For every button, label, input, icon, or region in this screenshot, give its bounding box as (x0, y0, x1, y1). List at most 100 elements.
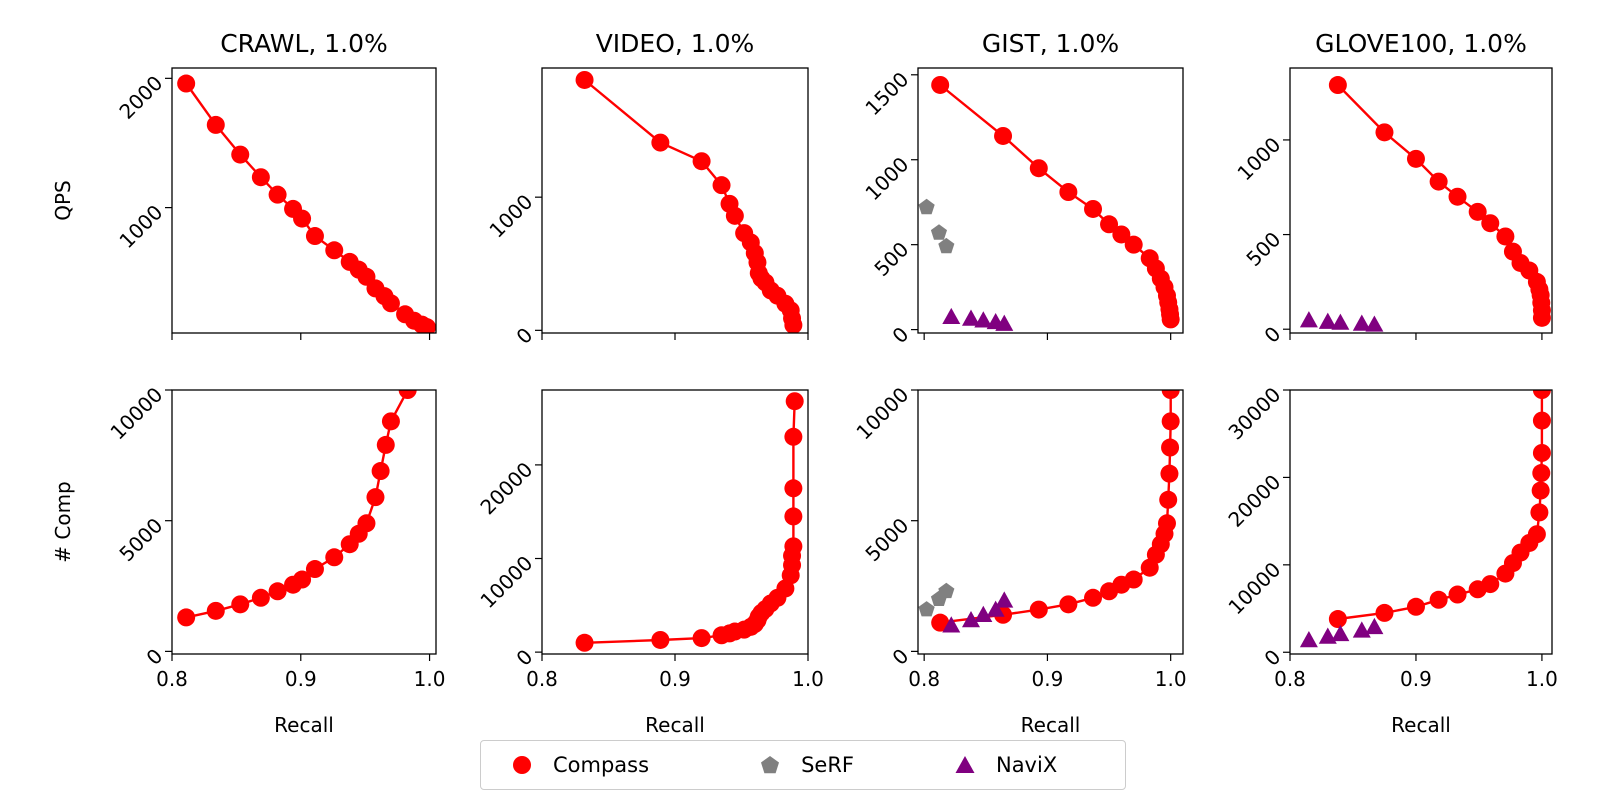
series-navix (1299, 617, 1384, 648)
data-point-compass (1112, 225, 1131, 244)
subplot-title: GLOVE100, 1.0% (1315, 29, 1527, 58)
data-point-navix (1299, 631, 1318, 648)
data-point-compass (381, 294, 400, 313)
data-point-navix (986, 600, 1005, 617)
data-point-compass (1532, 390, 1551, 399)
data-point-compass (398, 390, 417, 399)
legend-item-navix: NaviX (952, 741, 1057, 789)
data-point-compass (206, 601, 225, 620)
data-point-compass (1496, 227, 1515, 246)
series-navix (942, 307, 1014, 331)
subplot-1: CRAWL, 1.0% QPS 1000 2000 (51, 29, 437, 340)
data-point-compass (1429, 172, 1448, 191)
data-point-compass (417, 318, 436, 333)
y-tick-label: 1000 (1232, 132, 1285, 185)
y-tick-label: 1500 (860, 67, 913, 120)
subplot-4: GLOVE100, 1.0% 0 500 1000 (1232, 29, 1553, 348)
y-tick-label: 5000 (860, 513, 913, 566)
data-point-navix (942, 307, 961, 325)
data-point-compass (994, 126, 1013, 145)
data-point-navix (995, 591, 1014, 608)
data-point-compass (575, 633, 594, 652)
x-axis-label: Recall (645, 713, 705, 737)
data-point-compass (651, 133, 670, 152)
data-point-compass (1161, 438, 1180, 457)
x-tick-label: 0.9 (1032, 667, 1064, 691)
series-compass (575, 70, 803, 333)
subplot-7: Recall 0 5000 10000 0.8 0.9 1.0 (851, 382, 1187, 737)
data-point-compass (651, 630, 670, 649)
y-tick-label: 1000 (860, 152, 913, 205)
y-tick-label: 500 (869, 237, 913, 281)
data-point-compass (376, 435, 395, 454)
x-tick-label: 1.0 (1155, 667, 1187, 691)
legend-item-compass: Compass (509, 741, 649, 789)
data-point-compass (784, 507, 803, 526)
series-compass (177, 390, 417, 627)
plot-frame (541, 67, 809, 334)
data-point-compass (1100, 215, 1119, 234)
data-point-compass (784, 537, 803, 556)
series-compass (1328, 76, 1551, 327)
y-tick-label: 10000 (1223, 557, 1285, 619)
data-point-navix (974, 311, 993, 328)
data-point-compass (1124, 570, 1143, 589)
data-point-compass (1328, 610, 1347, 629)
data-point-compass (1530, 503, 1549, 522)
x-tick-label: 0.9 (1400, 667, 1432, 691)
series-line-compass (1337, 84, 1544, 318)
data-point-compass (1375, 603, 1394, 622)
data-point-compass (1532, 464, 1551, 483)
x-tick-label: 0.9 (659, 667, 691, 691)
y-tick-label: 500 (1241, 227, 1285, 271)
data-point-compass (1406, 597, 1425, 616)
y-tick-label: 0 (511, 323, 537, 349)
data-point-compass (692, 629, 711, 648)
data-point-navix (1365, 617, 1384, 635)
x-tick-label: 1.0 (1526, 667, 1558, 691)
data-point-compass (1532, 308, 1551, 327)
data-point-compass (1533, 364, 1551, 382)
data-point-compass (785, 392, 804, 411)
y-tick-label: 0 (141, 644, 167, 670)
data-point-serf (918, 601, 935, 617)
plot-frame (917, 389, 1184, 655)
data-point-compass (1059, 183, 1078, 202)
series-navix (942, 591, 1014, 633)
data-point-compass (1533, 346, 1551, 364)
data-point-compass (1084, 199, 1103, 218)
data-point-compass (1527, 525, 1546, 544)
data-point-compass (305, 227, 324, 246)
data-point-navix (1352, 314, 1371, 331)
data-point-compass (251, 168, 270, 187)
data-point-compass (1532, 443, 1551, 462)
data-point-navix (962, 611, 980, 628)
y-tick-label: 0 (887, 644, 913, 670)
data-point-compass (1157, 514, 1176, 533)
series-line-compass (939, 84, 1172, 320)
data-point-compass (251, 588, 270, 607)
legend: Compass SeRF NaviX (480, 740, 1126, 790)
x-tick-label: 0.9 (285, 667, 317, 691)
y-axis-label: # Comp (51, 481, 75, 563)
data-point-navix (995, 314, 1014, 331)
data-point-compass (931, 75, 950, 94)
y-tick-label: 20000 (475, 457, 537, 519)
data-point-compass (575, 70, 594, 89)
data-point-compass (293, 209, 312, 228)
data-point-navix (1318, 627, 1337, 644)
data-point-compass (1481, 214, 1500, 233)
data-point-compass (268, 582, 287, 601)
subplot-5: # Comp Recall 0 5000 10000 0.8 0.9 1.0 (51, 382, 446, 737)
data-point-compass (1375, 123, 1394, 142)
legend-label-navix: NaviX (995, 753, 1058, 777)
plot-frame (541, 389, 809, 655)
data-point-compass (784, 479, 803, 498)
series-compass (931, 390, 1180, 632)
data-point-serf (930, 224, 947, 240)
x-tick-label: 1.0 (414, 667, 446, 691)
y-tick-label: 30000 (1223, 382, 1285, 444)
y-tick-label: 10000 (851, 382, 913, 444)
data-point-compass (1468, 202, 1487, 221)
